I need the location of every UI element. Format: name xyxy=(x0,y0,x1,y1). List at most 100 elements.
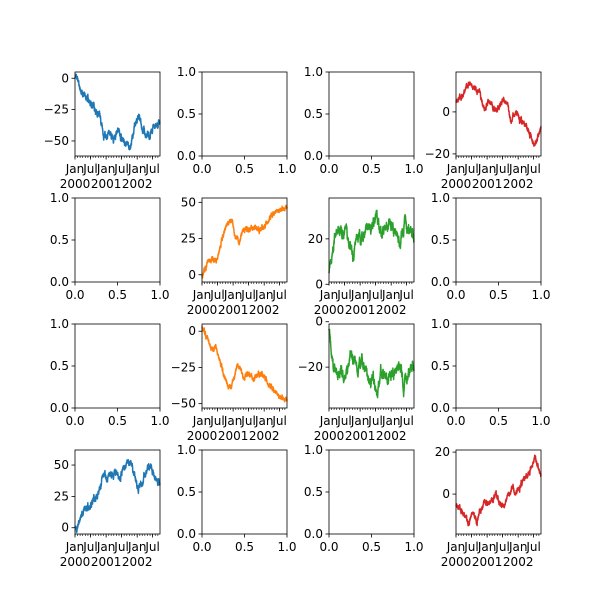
x-tick-label: Jul xyxy=(240,288,255,302)
x-tick-label: Jan 2000 xyxy=(187,288,218,317)
y-tick-label: 25 xyxy=(54,489,69,503)
y-tick-label: 0.0 xyxy=(431,275,450,289)
x-tick-label: Jan 2002 xyxy=(249,414,280,443)
subplot-row-4-col-3: 0.0 0.5 1.0 0.0 0.5 1.0 xyxy=(304,443,424,554)
y-tick-label: −25 xyxy=(171,360,196,374)
subplot-row-1-col-3: 0.0 0.5 1.0 0.0 0.5 1.0 xyxy=(304,65,424,176)
x-tick-label: Jan 2001 xyxy=(345,414,376,443)
x-tick-label: Jul xyxy=(144,540,159,554)
x-tick-label: 1.0 xyxy=(404,162,423,176)
x-tick-label: 1.0 xyxy=(531,414,550,428)
subplot-row-1-col-2: 0.0 0.5 1.0 0.0 0.5 1.0 xyxy=(177,65,297,176)
x-tick-label: 1.0 xyxy=(150,414,169,428)
y-tick-label: 1.0 xyxy=(177,65,196,79)
x-tick-label: 1.0 xyxy=(150,288,169,302)
y-tick-label: 20 xyxy=(435,445,450,459)
subplot-row-3-col-4: 0.0 0.5 1.0 0.0 0.5 1.0 xyxy=(431,317,551,428)
x-tick-label: 0.0 xyxy=(319,162,338,176)
x-tick-label: 1.0 xyxy=(531,288,550,302)
x-tick-label: 0.0 xyxy=(446,288,465,302)
y-tick-label: 50 xyxy=(181,195,196,209)
x-tick-label: 1.0 xyxy=(277,540,296,554)
y-tick-label: 1.0 xyxy=(431,317,450,331)
y-tick-label: 0.5 xyxy=(50,359,69,373)
x-tick-label: Jul xyxy=(525,162,540,176)
y-tick-label: −20 xyxy=(298,360,323,374)
x-tick-label: Jul xyxy=(463,162,478,176)
x-tick-label: Jul xyxy=(271,414,286,428)
y-tick-label: 0.0 xyxy=(177,527,196,541)
x-tick-label: Jan 2000 xyxy=(314,414,345,443)
axes-frame xyxy=(201,197,288,283)
x-tick-label: 0.0 xyxy=(65,414,84,428)
y-tick-label: 0.5 xyxy=(304,107,323,121)
axes-frame xyxy=(455,71,542,157)
x-tick-label: 0.5 xyxy=(108,414,127,428)
x-tick-label: Jul xyxy=(82,162,97,176)
y-tick-label: 1.0 xyxy=(431,191,450,205)
x-tick-label: 0.5 xyxy=(362,162,381,176)
x-tick-label: 0.0 xyxy=(65,288,84,302)
series-line xyxy=(201,204,288,279)
x-tick-label: Jan 2002 xyxy=(376,288,407,317)
y-tick-label: 1.0 xyxy=(50,191,69,205)
x-tick-label: Jul xyxy=(336,288,351,302)
y-tick-label: 0.5 xyxy=(431,233,450,247)
x-tick-label: Jan 2001 xyxy=(472,540,503,569)
y-tick-label: −50 xyxy=(44,134,69,148)
y-tick-label: 0.0 xyxy=(431,401,450,415)
axes-frame xyxy=(74,197,161,283)
axes-frame xyxy=(74,71,161,157)
y-tick-label: 20 xyxy=(308,232,323,246)
subplot-row-4-col-2: 0.0 0.5 1.0 0.0 0.5 1.0 xyxy=(177,443,297,554)
y-tick-label: 0 xyxy=(442,105,450,119)
x-tick-label: Jan 2001 xyxy=(218,414,249,443)
x-tick-label: Jul xyxy=(240,414,255,428)
x-tick-label: Jul xyxy=(336,414,351,428)
y-tick-label: 0.0 xyxy=(304,527,323,541)
x-tick-label: Jan 2001 xyxy=(345,288,376,317)
x-tick-label: 1.0 xyxy=(404,540,423,554)
series-line xyxy=(455,454,542,527)
y-tick-label: 1.0 xyxy=(304,443,323,457)
series-line xyxy=(201,325,288,403)
x-tick-label: Jul xyxy=(209,414,224,428)
x-tick-label: Jan 2001 xyxy=(91,540,122,569)
axes-frame xyxy=(455,323,542,409)
x-tick-label: Jul xyxy=(113,540,128,554)
y-tick-label: 0.0 xyxy=(50,275,69,289)
x-tick-label: Jul xyxy=(113,162,128,176)
x-tick-label: 0.5 xyxy=(362,540,381,554)
y-tick-label: 1.0 xyxy=(177,443,196,457)
x-tick-label: 0.5 xyxy=(489,414,508,428)
x-tick-label: Jul xyxy=(144,162,159,176)
x-tick-label: Jan 2001 xyxy=(472,162,503,191)
y-tick-label: 0 xyxy=(61,71,69,85)
x-tick-label: 0.5 xyxy=(235,162,254,176)
y-tick-label: −20 xyxy=(425,147,450,161)
x-tick-label: 1.0 xyxy=(277,162,296,176)
x-tick-label: Jan 2001 xyxy=(218,288,249,317)
x-tick-label: Jul xyxy=(82,540,97,554)
y-tick-label: 50 xyxy=(54,458,69,472)
y-tick-label: 1.0 xyxy=(304,65,323,79)
y-tick-label: 0.5 xyxy=(431,359,450,373)
y-tick-label: 0.5 xyxy=(304,485,323,499)
x-tick-label: Jul xyxy=(494,540,509,554)
subplot-row-2-col-1: 0.0 0.5 1.0 0.0 0.5 1.0 xyxy=(50,191,170,302)
series-line xyxy=(328,209,415,274)
y-tick-label: 0 xyxy=(188,268,196,282)
y-tick-label: 0.0 xyxy=(50,401,69,415)
x-tick-label: Jul xyxy=(525,540,540,554)
axes-frame xyxy=(328,71,415,157)
y-tick-label: 0.5 xyxy=(177,107,196,121)
x-tick-label: Jan 2000 xyxy=(60,162,91,191)
